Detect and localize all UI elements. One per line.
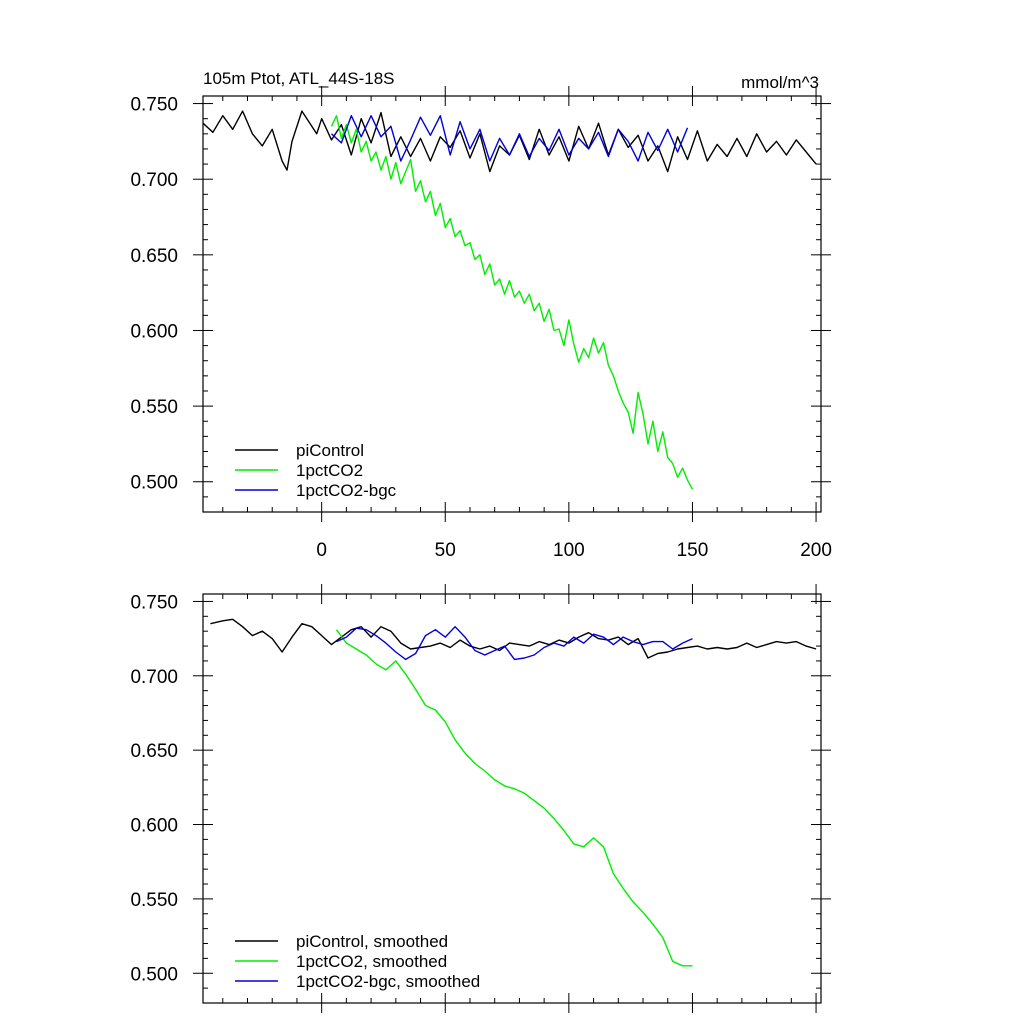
y-tick-label: 0.600 xyxy=(130,321,178,342)
series-line-bgc xyxy=(331,114,689,162)
plot-frame xyxy=(202,593,822,1004)
series-line-pct1 xyxy=(330,114,694,490)
x-tick-label: 100 xyxy=(553,540,585,561)
y-tick-label: 0.550 xyxy=(130,397,178,418)
legend-label: 1pctCO2, smoothed xyxy=(296,952,447,971)
series-line-piControl xyxy=(202,110,817,173)
x-tick-label: 0 xyxy=(316,540,327,561)
chart-panel-1: 105m Ptot, ATL_44S-18S mmol/m^3 0 50 100 150 2… xyxy=(130,69,831,561)
y-tick-label: 0.700 xyxy=(130,667,178,688)
y-tick-label: 0.550 xyxy=(130,890,178,911)
y-tick-label: 0.700 xyxy=(130,170,178,191)
chart-title: 105m Ptot, ATL_44S-18S xyxy=(203,69,395,88)
y-tick-label: 0.500 xyxy=(130,473,178,494)
y-tick-label: 0.500 xyxy=(130,964,178,985)
y-tick-label: 0.750 xyxy=(130,592,178,613)
y-tick-label: 0.600 xyxy=(130,816,178,837)
y-tick-label: 0.650 xyxy=(130,246,178,267)
y-tick-label: 0.750 xyxy=(130,95,178,116)
series-line-bgc xyxy=(336,626,693,661)
chart-panel-2: 0.500 0.550 0.600 0.650 0.700 0.750 piControl,… xyxy=(130,584,831,1013)
units-label: mmol/m^3 xyxy=(741,73,819,92)
x-tick-label: 150 xyxy=(677,540,709,561)
plot-frame xyxy=(202,95,822,513)
legend-label: 1pctCO2-bgc, smoothed xyxy=(296,972,480,991)
y-tick-label: 0.650 xyxy=(130,741,178,762)
legend-label: piControl xyxy=(296,441,364,460)
legend-label: piControl, smoothed xyxy=(296,932,448,951)
x-tick-label: 200 xyxy=(800,540,832,561)
x-tick-label: 50 xyxy=(435,540,456,561)
series-line-pct1 xyxy=(335,629,693,967)
series-line-piControl xyxy=(210,618,817,659)
legend-label: 1pctCO2 xyxy=(296,461,363,480)
legend-label: 1pctCO2-bgc xyxy=(296,481,397,500)
